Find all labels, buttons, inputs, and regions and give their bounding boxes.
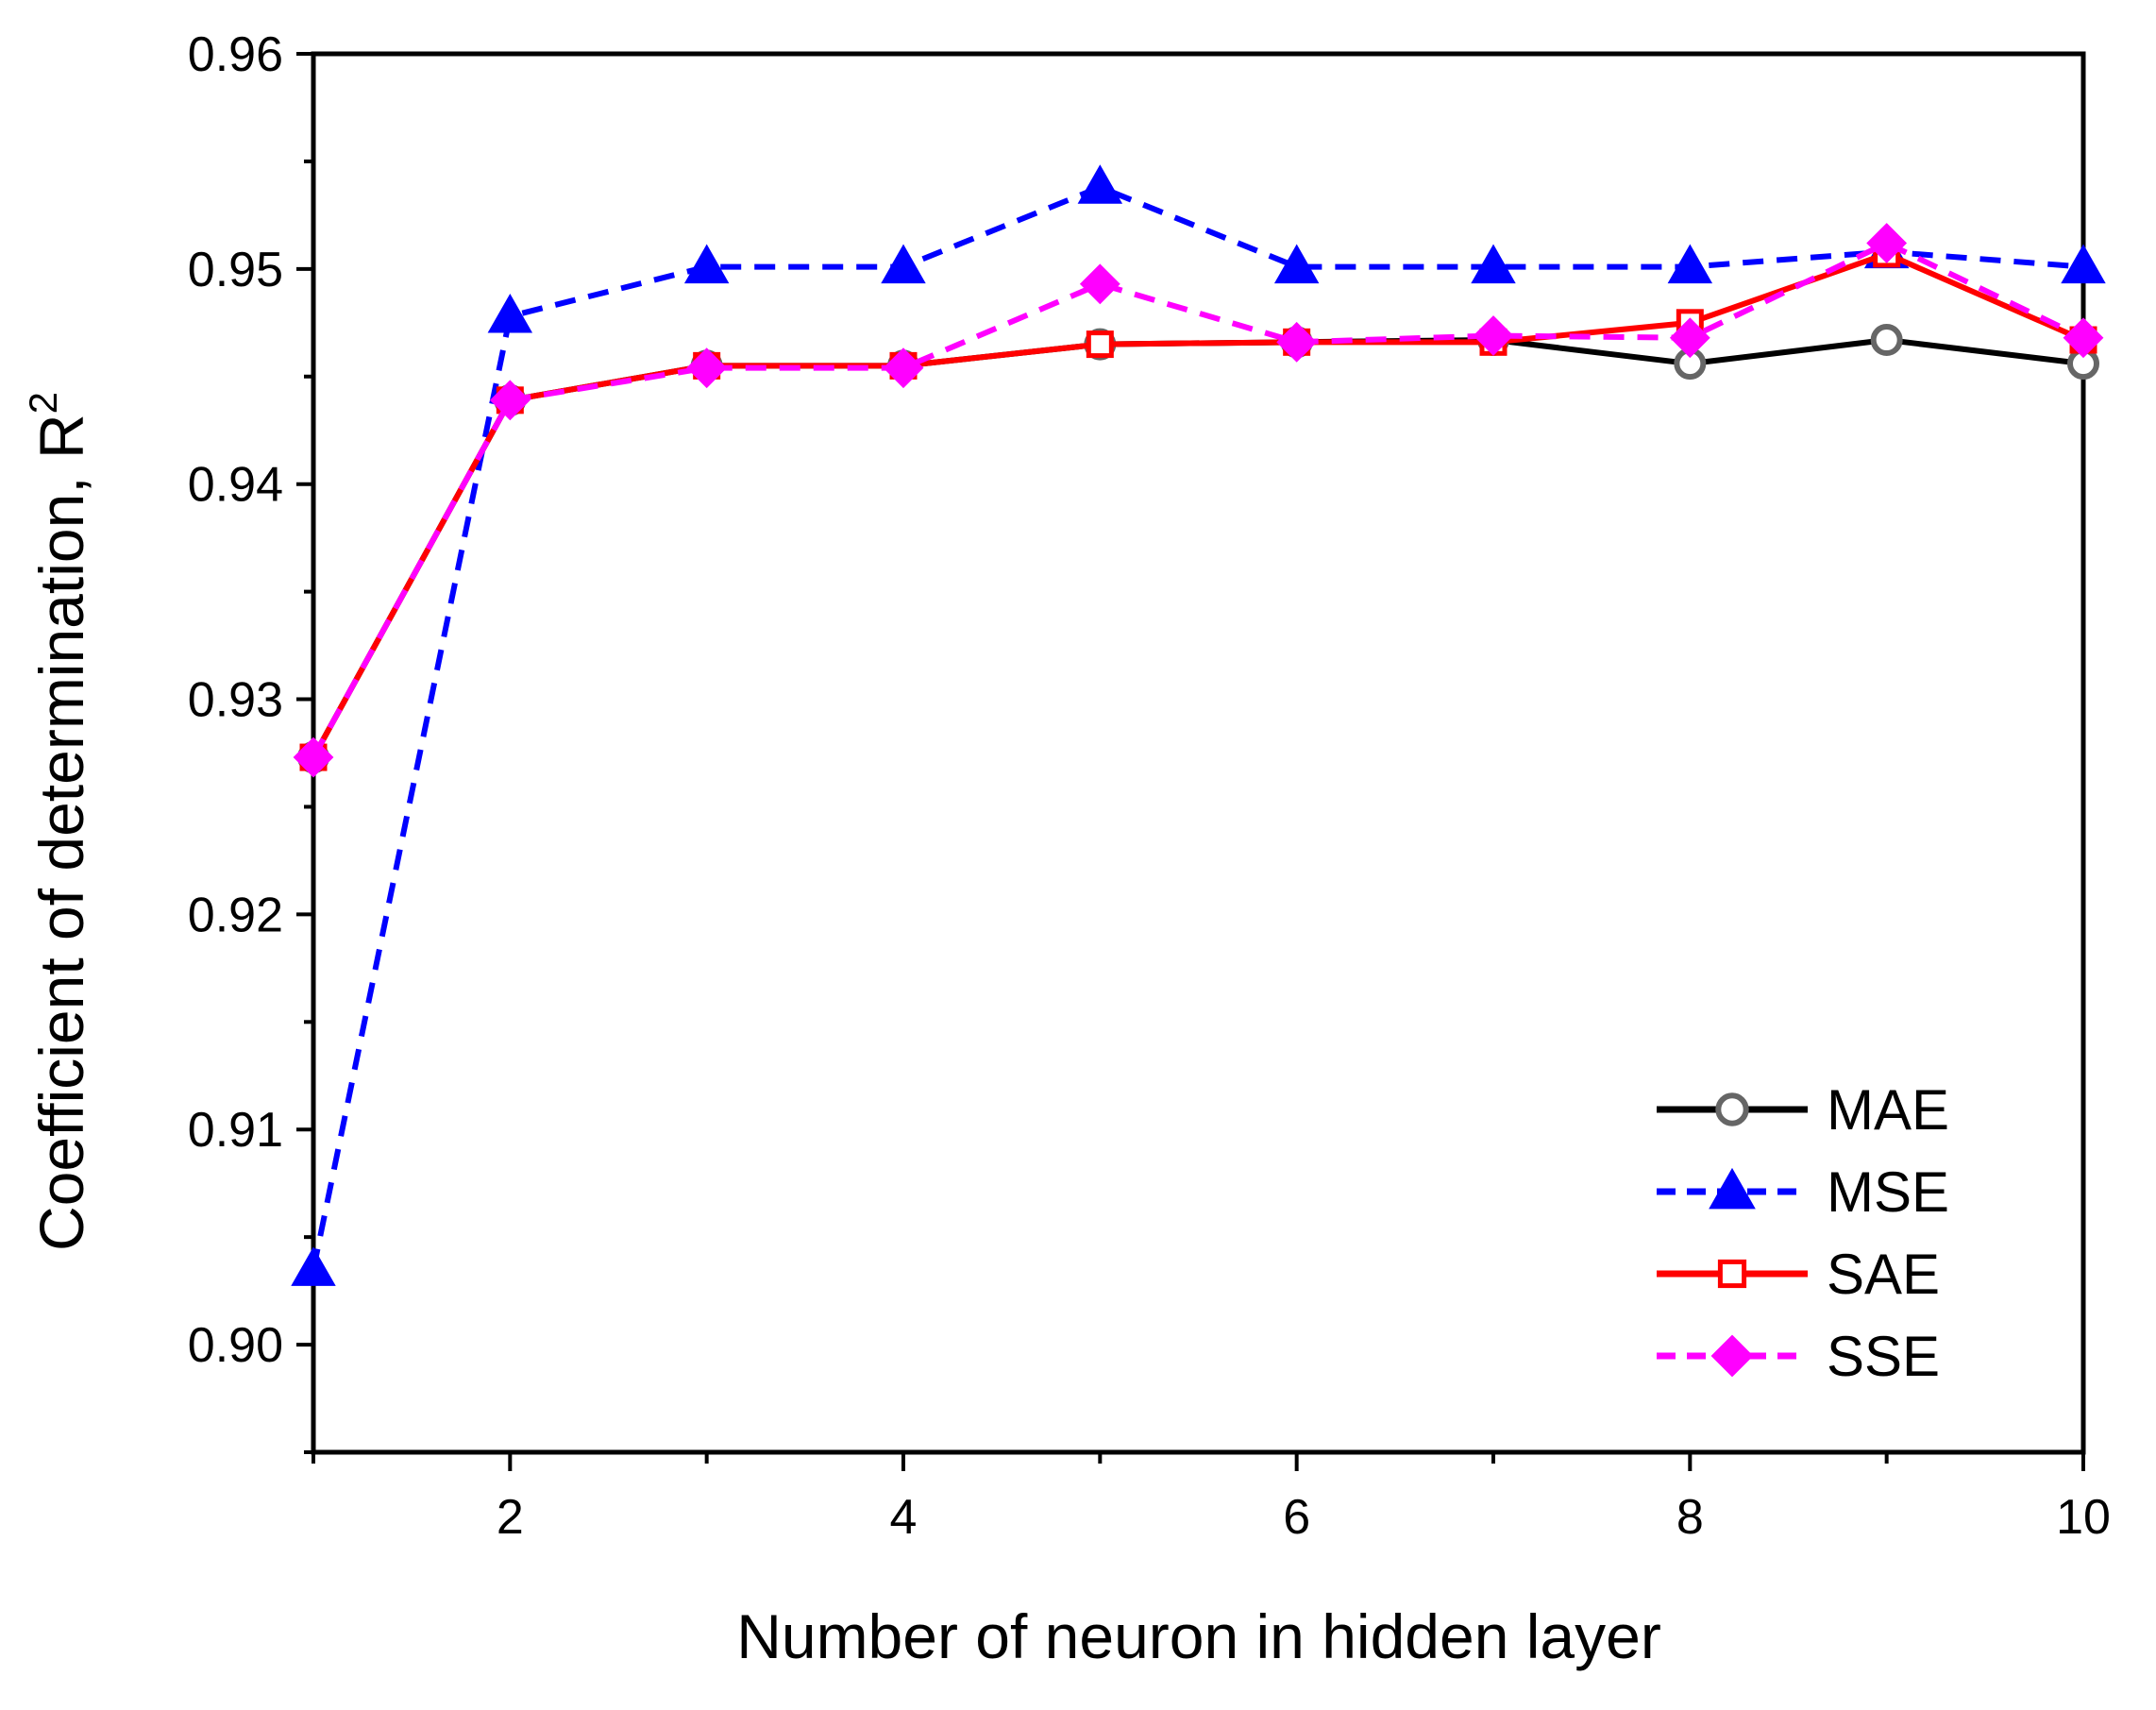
series-line-mae — [311, 337, 2084, 759]
x-tick-label: 4 — [890, 1490, 918, 1545]
y-axis-title-text: Coefficient of determination, R — [26, 414, 96, 1251]
legend-label-mae: MAE — [1827, 1078, 1949, 1142]
y-tick-label: 0.96 — [188, 27, 283, 82]
series-line-mse — [311, 184, 2084, 1270]
data-point-sse — [1669, 317, 1710, 359]
series-line-sse — [311, 240, 2085, 759]
data-point-mse — [1273, 244, 1320, 284]
series-mse — [291, 164, 2106, 1286]
legend-item-mae: MAE — [1657, 1078, 1949, 1142]
y-tick-label: 0.93 — [188, 673, 283, 728]
data-point-sse — [1473, 315, 1514, 356]
data-point-mse — [2061, 244, 2106, 284]
y-axis-title-superscript: 2 — [21, 392, 65, 414]
y-axis-ticks: 0.90 0.91 0.92 0.93 0.94 0.95 0.96 — [188, 27, 313, 1454]
y-tick-label: 0.92 — [188, 888, 283, 942]
data-point-mse — [683, 244, 730, 284]
series-sae — [299, 240, 2097, 771]
data-point-sse — [883, 347, 924, 389]
data-point-mse — [881, 244, 926, 284]
data-point-sse — [489, 380, 531, 421]
data-point-sse — [2063, 317, 2104, 359]
x-tick-label: 8 — [1676, 1490, 1704, 1545]
x-axis-ticks: 2 4 6 8 10 — [312, 1452, 2111, 1545]
series-line-sae — [311, 250, 2085, 759]
legend-marker-sae — [1717, 1259, 1747, 1289]
series-sse — [293, 223, 2104, 778]
x-tick-label: 2 — [497, 1490, 524, 1545]
data-point-sse — [686, 347, 728, 389]
data-point-sse — [293, 736, 334, 778]
y-axis-title: Coefficient of determination, R2 — [21, 392, 96, 1251]
legend-marker-mse — [1709, 1167, 1756, 1210]
data-point-mae — [1870, 324, 1903, 357]
x-axis-title: Number of neuron in hidden layer — [736, 1601, 1661, 1671]
legend-marker-sse — [1710, 1334, 1754, 1378]
legend-label-sse: SSE — [1827, 1325, 1940, 1388]
data-point-mse — [1667, 244, 1713, 284]
data-point-sse — [1866, 223, 1908, 263]
legend-label-sae: SAE — [1827, 1243, 1940, 1306]
data-point-sse — [1276, 321, 1318, 363]
series-mae — [297, 324, 2099, 774]
legend-item-sae: SAE — [1657, 1243, 1940, 1306]
data-point-mse — [291, 1246, 336, 1286]
legend: MAE MSE SAE SSE — [1657, 1078, 1949, 1388]
legend-marker-mae — [1715, 1092, 1749, 1126]
data-point-mse — [1077, 164, 1123, 204]
data-point-mse — [1471, 244, 1516, 284]
data-point-mse — [487, 293, 533, 333]
y-tick-label: 0.95 — [188, 243, 283, 297]
x-tick-label: 10 — [2056, 1490, 2111, 1545]
y-tick-label: 0.91 — [188, 1103, 283, 1158]
legend-label-mse: MSE — [1827, 1160, 1949, 1224]
x-tick-label: 6 — [1283, 1490, 1310, 1545]
plot-frame — [311, 51, 2086, 1455]
legend-item-sse: SSE — [1657, 1325, 1940, 1388]
data-point-sse — [1079, 263, 1120, 305]
legend-item-mse: MSE — [1657, 1160, 1949, 1224]
data-point-sae — [1086, 330, 1114, 359]
y-tick-label: 0.90 — [188, 1318, 283, 1373]
series-layer — [291, 164, 2106, 1286]
y-tick-label: 0.94 — [188, 458, 283, 513]
